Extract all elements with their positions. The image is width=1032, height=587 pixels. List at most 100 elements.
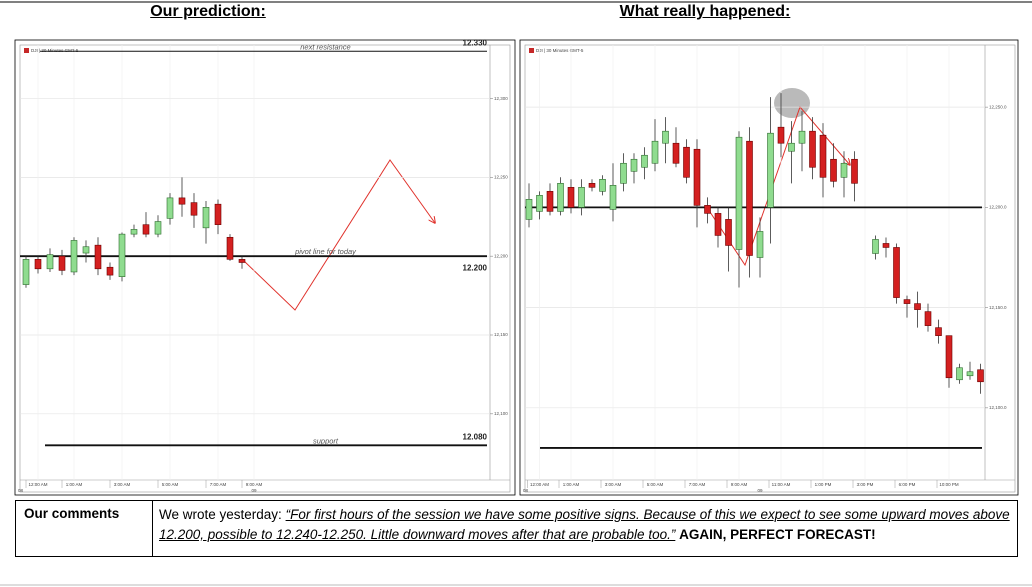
candle-body	[956, 367, 963, 381]
candle-body	[106, 266, 114, 276]
y-tick-label: 12,150	[494, 332, 508, 337]
x-tick-label: 12:00 AM	[28, 482, 47, 487]
candle-body	[567, 187, 575, 208]
candle-body	[46, 254, 54, 270]
comments-row: Our comments We wrote yesterday: “For fi…	[15, 500, 1018, 557]
plot-frame	[524, 44, 1016, 493]
candle-body	[746, 140, 753, 256]
y-tick-label: 12,100	[494, 411, 508, 416]
candle-body	[525, 199, 533, 220]
y-tick-label: 12,200	[494, 253, 508, 258]
y-tick-label: 12,150.0	[989, 305, 1007, 310]
comment-conclusion: AGAIN, PERFECT FORECAST!	[679, 527, 876, 542]
x-tick-label: 11:00 AM	[772, 482, 791, 487]
candle-body	[588, 183, 596, 188]
left-title: Our prediction:	[150, 3, 266, 20]
x-tick-label: 7:00 AM	[689, 482, 706, 487]
candle-body	[82, 246, 90, 254]
panel-border	[14, 39, 516, 496]
candle-body	[214, 203, 222, 225]
candle-body	[557, 183, 564, 212]
level-value-label: 12.200	[463, 263, 488, 272]
candle-body	[546, 191, 554, 212]
candle-body	[872, 239, 879, 254]
candle-body	[226, 236, 234, 260]
candle-body	[166, 197, 174, 219]
candle-body	[651, 140, 659, 164]
x-tick-label: 6:00 PM	[899, 482, 916, 487]
candle-body	[714, 213, 722, 236]
candle-body	[118, 233, 126, 277]
x-tick-label: 3:00 PM	[857, 482, 874, 487]
candle-body	[756, 231, 764, 258]
candle-body	[683, 146, 690, 178]
candle-body	[190, 202, 198, 216]
date-label: 08	[523, 488, 529, 493]
highlight-circle	[774, 88, 810, 118]
x-tick-label: 3:00 AM	[114, 482, 131, 487]
source-label: DJI | 30 Minutes GMT-5	[31, 48, 79, 53]
candle-body	[662, 130, 669, 144]
candle-body	[130, 229, 138, 235]
x-tick-label: 3:00 AM	[605, 482, 622, 487]
candle-body	[578, 187, 585, 208]
candle-body	[788, 142, 795, 152]
x-tick-label: 1:00 AM	[66, 482, 83, 487]
candle-body	[851, 158, 858, 184]
x-tick-label: 10:00 PM	[939, 482, 959, 487]
comment-quote: “For first hours of the session we have …	[159, 507, 1010, 542]
candle-body	[945, 335, 953, 379]
y-tick-label: 12,250	[494, 175, 508, 180]
candle-body	[693, 148, 701, 206]
plot-frame	[19, 44, 511, 493]
x-tick-label: 9:00 AM	[246, 482, 263, 487]
source-icon	[529, 48, 534, 53]
y-tick-label: 12,250.0	[989, 104, 1007, 109]
x-tick-label: 1:00 AM	[563, 482, 580, 487]
panel-border	[519, 39, 1019, 496]
right-title: What really happened:	[619, 3, 791, 20]
candle-body	[34, 259, 42, 270]
candle-body	[777, 126, 785, 144]
date-label: 09	[251, 488, 257, 493]
x-tick-label: 5:00 AM	[162, 482, 179, 487]
x-tick-label: 9:00 AM	[731, 482, 748, 487]
comments-text: We wrote yesterday: “For first hours of …	[153, 501, 1017, 556]
candle-body	[154, 221, 162, 235]
date-label: 09	[757, 488, 763, 493]
candle-body	[893, 247, 900, 298]
candle-body	[882, 243, 890, 248]
candle-body	[599, 179, 606, 192]
level-name: support	[313, 436, 339, 445]
candle-body	[641, 154, 648, 168]
candle-body	[735, 136, 743, 250]
candle-body	[840, 162, 848, 178]
source-icon	[24, 48, 29, 53]
source-label: DJI | 30 Minutes GMT-5	[536, 48, 584, 53]
comments-label: Our comments	[16, 501, 153, 556]
level-name: next resistance	[300, 42, 350, 51]
candle-body	[830, 158, 837, 182]
date-label: 08	[18, 488, 24, 493]
candle-body	[767, 132, 774, 208]
candle-body	[620, 162, 627, 184]
candle-body	[798, 130, 806, 144]
y-tick-label: 12,200.0	[989, 205, 1007, 210]
candle-body	[70, 240, 78, 273]
y-tick-label: 12,300	[494, 96, 508, 101]
candle-body	[58, 255, 66, 271]
x-tick-label: 5:00 AM	[647, 482, 664, 487]
candle-body	[178, 197, 186, 205]
candle-body	[238, 259, 246, 263]
candle-body	[725, 219, 732, 246]
candle-body	[142, 224, 150, 235]
candle-body	[94, 244, 102, 270]
candle-body	[914, 303, 921, 310]
x-tick-label: 1:00 PM	[815, 482, 832, 487]
y-tick-label: 12,100.0	[989, 405, 1007, 410]
x-tick-label: 7:00 AM	[210, 482, 227, 487]
level-value-label: 12.080	[463, 432, 488, 441]
candle-body	[672, 142, 680, 164]
